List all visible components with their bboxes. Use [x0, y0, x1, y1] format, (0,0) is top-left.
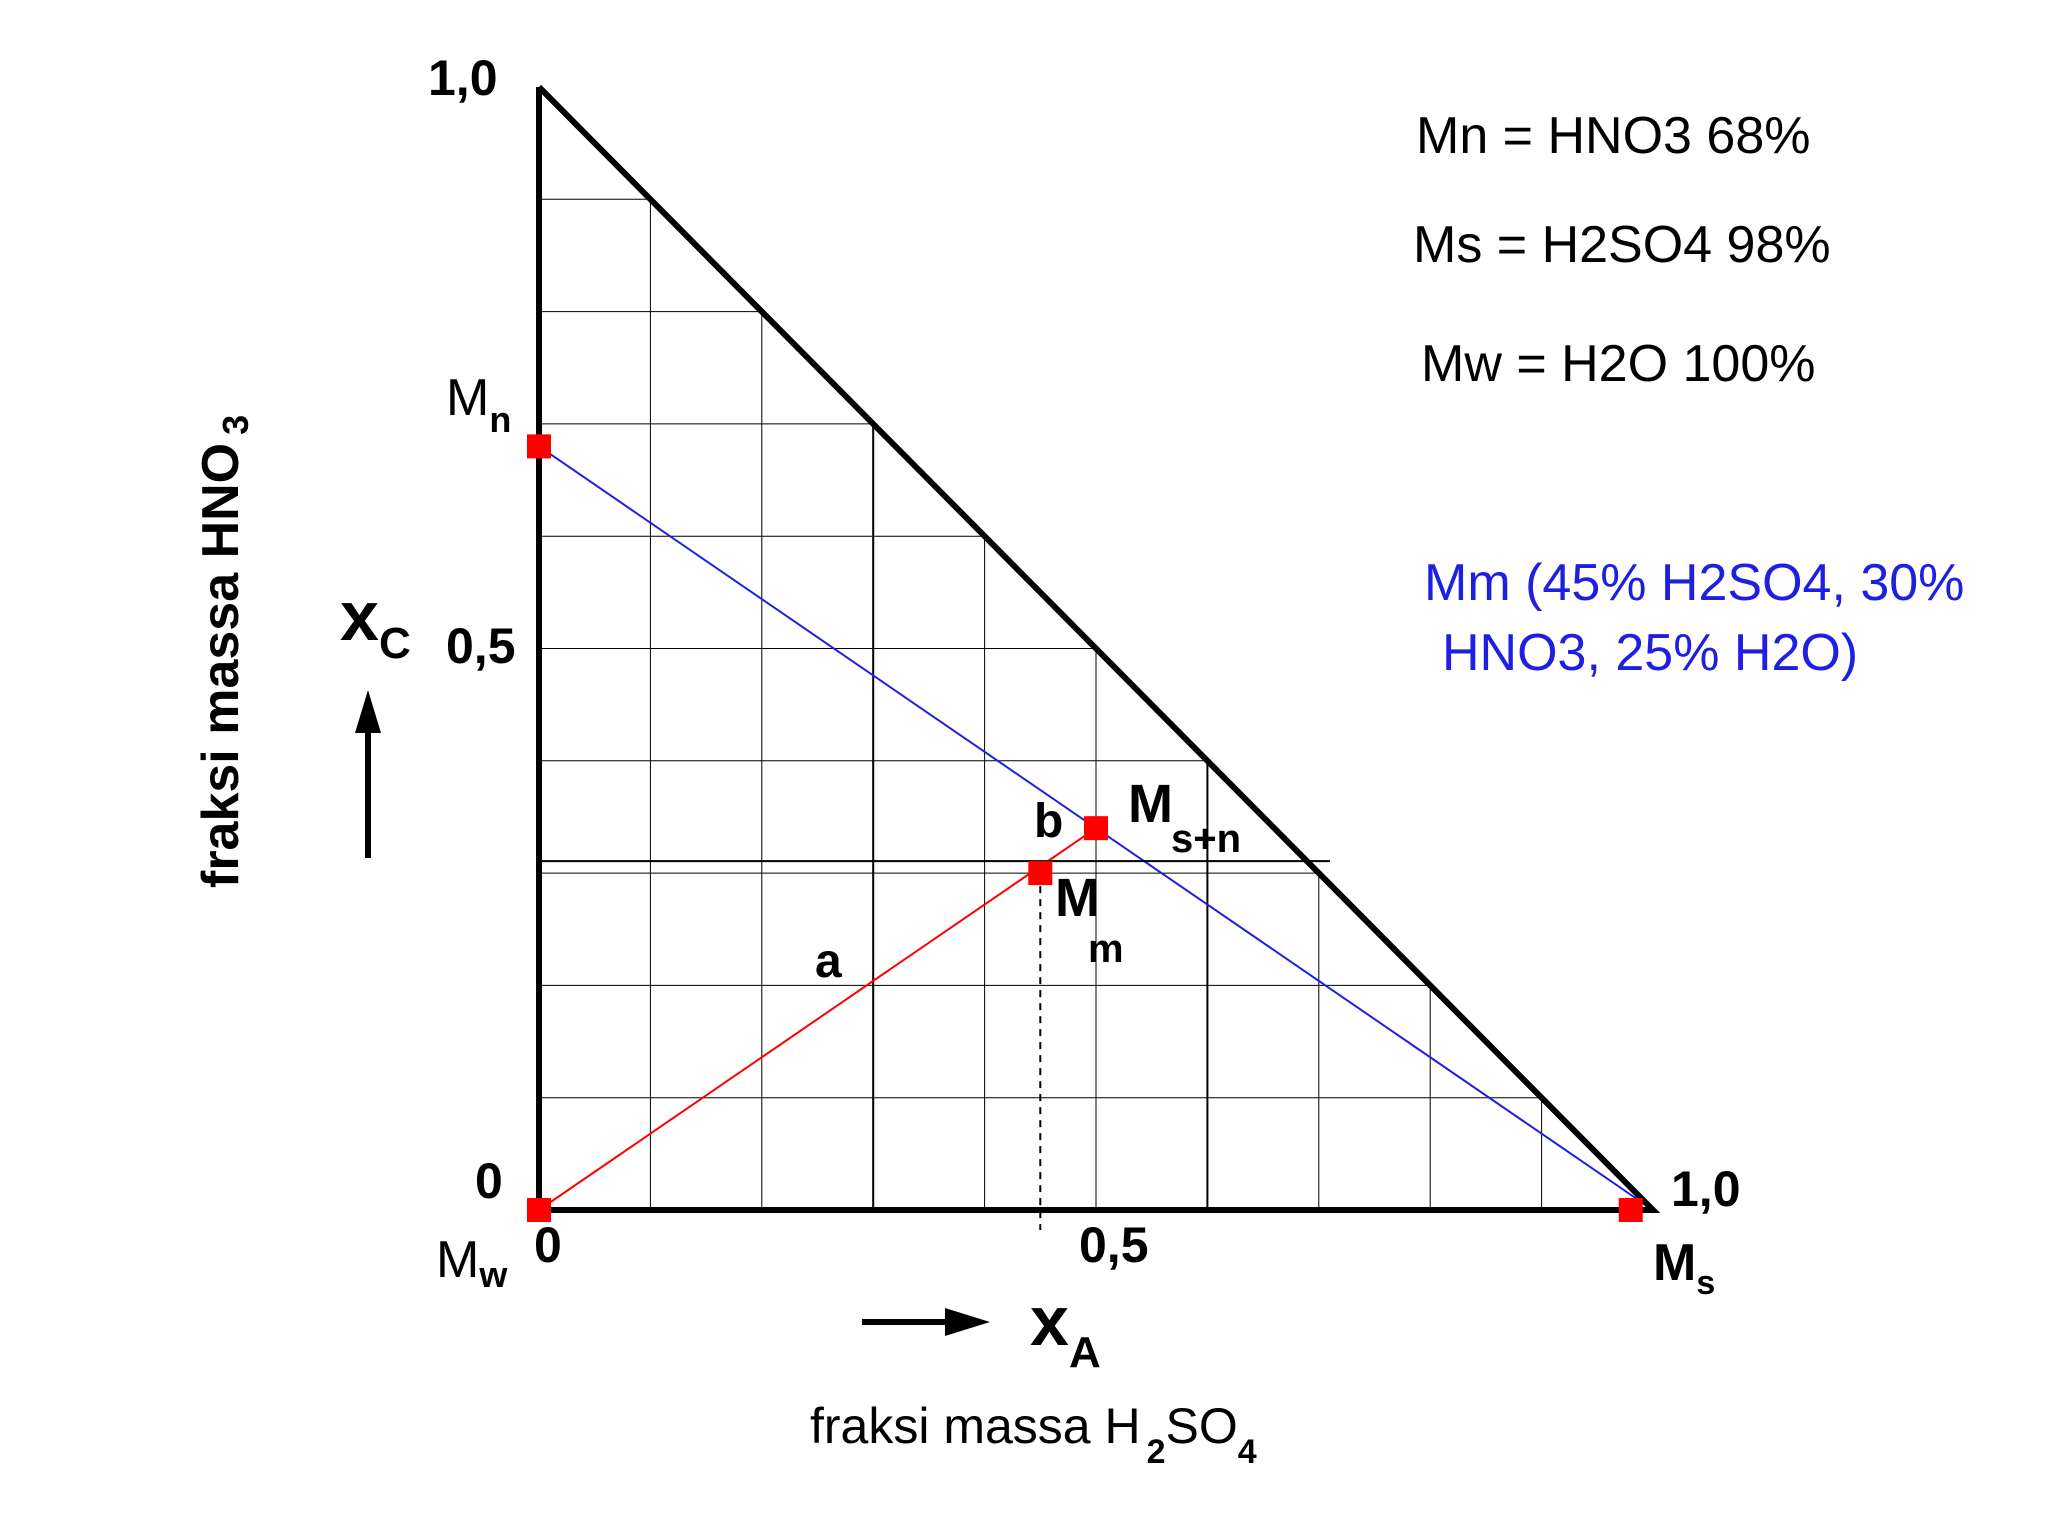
marker-mm [1028, 861, 1053, 886]
x-tick-1: 1,0 [1671, 1161, 1741, 1217]
label-mw-sub: w [478, 1254, 508, 1295]
x-axis-arrow-icon [862, 1308, 990, 1336]
x-title-sub: 2 [1147, 1433, 1166, 1471]
x-symbol-sub: A [1069, 1328, 1101, 1377]
x-axis-symbol: xA [1030, 1282, 1101, 1377]
label-ms: Ms [1653, 1234, 1715, 1302]
grid-lines [539, 198, 1543, 1210]
triangle-outline [536, 84, 1661, 1213]
triangle-border [536, 84, 1661, 1213]
legend-ms: Ms = H2SO4 98% [1413, 216, 1831, 274]
marker-msn [1084, 816, 1108, 841]
y-symbol-main: x [340, 577, 379, 655]
label-msn-main: M [1128, 774, 1173, 834]
y-axis-title: fraksi massa HNO 3 [192, 415, 256, 888]
label-mm-main: M [1055, 868, 1100, 928]
x-tick-0-5: 0,5 [1079, 1217, 1149, 1273]
y-axis-arrow-icon [355, 690, 381, 858]
segment-label-a: a [815, 935, 842, 988]
marker-mn [527, 434, 551, 459]
label-mn-main: M [446, 369, 489, 427]
segment-label-b: b [1034, 795, 1063, 848]
y-title-sub: 3 [215, 415, 256, 435]
x-axis-title: fraksi massa H 2SO4 [810, 1398, 1257, 1471]
y-tick-1: 1,0 [428, 50, 498, 106]
y-tick-0-5: 0,5 [446, 618, 516, 674]
legend-mn: Mn = HNO3 68% [1416, 107, 1811, 165]
legend-mw: Mw = H2O 100% [1421, 335, 1816, 393]
x-title-sub2: 4 [1238, 1433, 1257, 1471]
label-mw: Mw [436, 1231, 508, 1295]
x-title-mid: SO [1166, 1398, 1238, 1454]
marker-ms [1618, 1198, 1643, 1222]
tie-line-mw-msn [538, 827, 1097, 1211]
label-mw-main: M [436, 1231, 479, 1289]
legend-mm-line1: Mm (45% H2SO4, 30% [1424, 554, 1964, 612]
y-symbol-sub: C [379, 619, 411, 668]
y-axis-symbol: xC [340, 577, 411, 668]
label-ms-sub: s [1696, 1264, 1715, 1302]
y-tick-0: 0 [475, 1153, 503, 1209]
label-mm-sub: m [1088, 927, 1124, 971]
label-mn: Mn [446, 369, 511, 440]
label-msn-sub: s+n [1171, 817, 1241, 861]
y-title-main: fraksi massa HNO [192, 443, 250, 888]
label-mn-sub: n [489, 399, 511, 440]
x-tick-0: 0 [534, 1217, 562, 1273]
legend-mm-line2: HNO3, 25% H2O) [1442, 624, 1858, 682]
label-ms-main: M [1653, 1234, 1696, 1292]
x-title-main: fraksi massa H [810, 1398, 1141, 1454]
point-markers [527, 434, 1643, 1222]
marker-mw [527, 1198, 551, 1222]
x-symbol-main: x [1030, 1282, 1069, 1360]
